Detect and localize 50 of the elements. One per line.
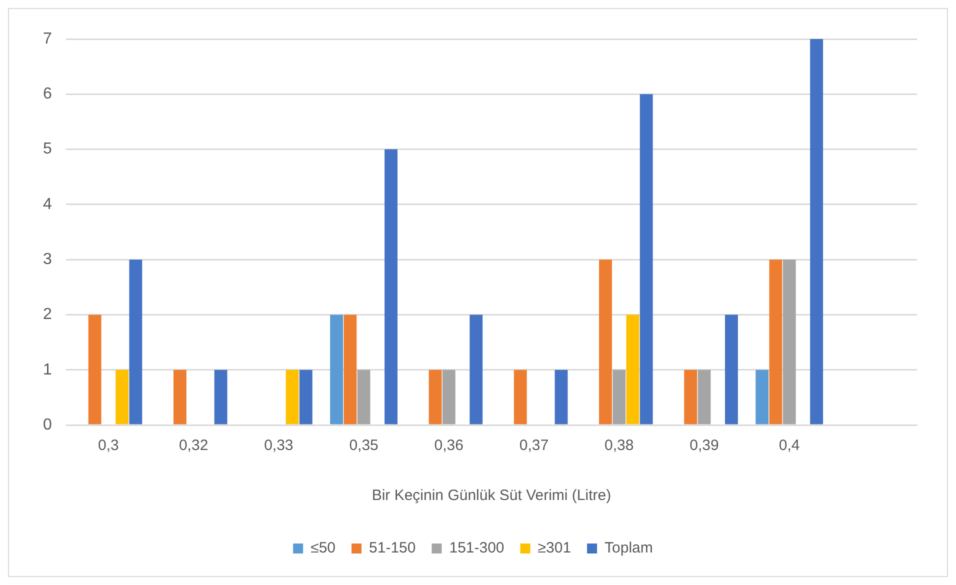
bar [116,370,129,424]
bar [599,260,612,424]
bar [428,370,442,424]
y-tick-label: 4 [42,196,52,213]
bar [612,370,626,424]
legend-label: Toplam [604,540,653,557]
legend-label: 51-150 [369,540,416,557]
bar [470,314,483,424]
x-tick-label: 0,38 [604,437,634,454]
bar [782,260,796,424]
y-tick-label: 0 [42,416,52,434]
bar [357,370,370,424]
x-tick-label: 0,33 [264,437,294,454]
bar [173,370,186,424]
x-tick-label: 0,39 [690,437,719,454]
bar [88,314,102,424]
bar [330,314,344,424]
bar [640,94,653,424]
legend-label: ≤50 [310,540,336,557]
x-axis-title: Bir Keçinin Günlük Süt Verimi (Litre) [372,487,612,504]
x-tick-label: 0,36 [434,437,464,454]
x-tick-label: 0,37 [519,437,549,454]
x-tick-label: 0,3 [98,437,119,454]
y-tick-label: 2 [42,306,52,324]
y-tick-label: 1 [42,361,52,378]
y-tick-label: 7 [42,30,52,48]
y-tick-label: 5 [42,140,52,158]
legend-label: ≥301 [538,540,572,557]
bar [769,260,782,424]
y-tick-label: 3 [42,250,52,268]
bar [554,370,568,424]
bar [299,370,312,424]
bar [344,314,357,424]
x-tick-label: 0,32 [178,437,208,454]
bar [129,260,142,424]
bar [698,370,711,424]
bar [756,370,769,424]
bar [442,370,456,424]
bar [810,39,824,424]
bar [286,370,299,424]
x-tick-label: 0,35 [349,437,378,454]
x-tick-label: 0,4 [778,437,800,454]
bar [724,314,738,424]
bar [514,370,527,424]
y-tick-label: 6 [42,86,52,103]
bar [384,149,398,424]
legend-label: 151-300 [449,540,504,557]
bar [684,370,698,424]
bar [214,370,228,424]
bar [626,314,640,424]
